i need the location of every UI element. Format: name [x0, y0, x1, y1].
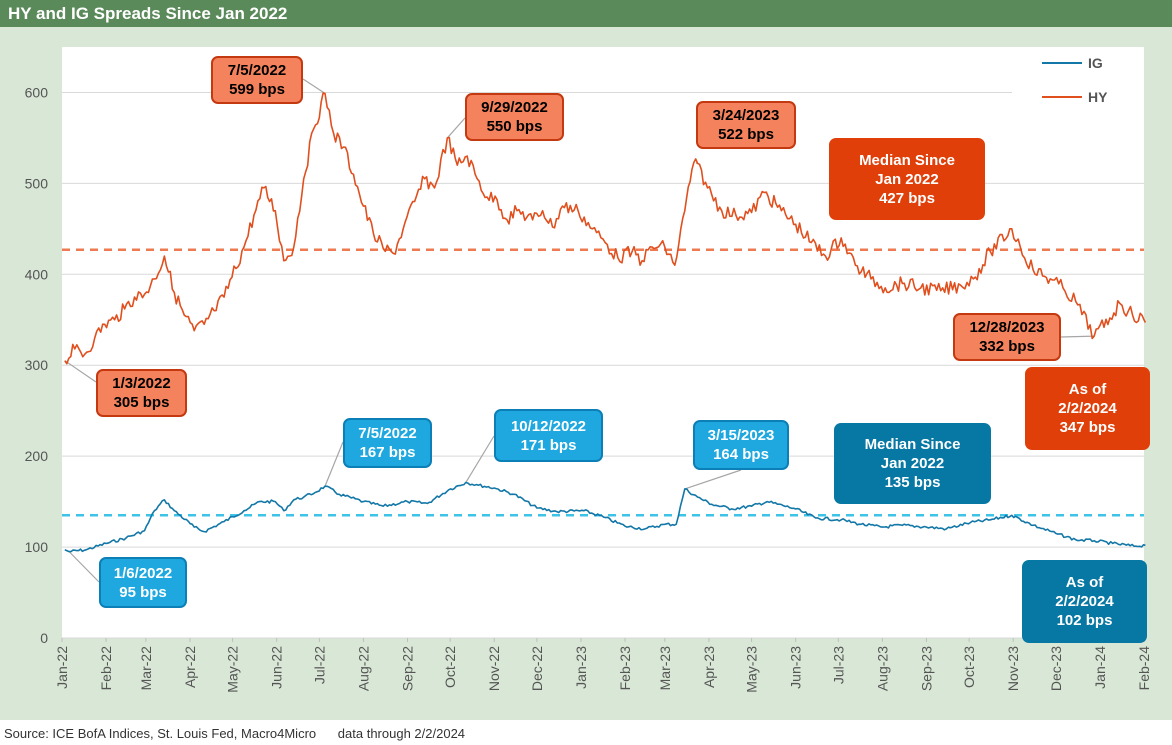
callout-hy-start: 1/3/2022 305 bps — [96, 369, 187, 417]
callout-hy-peak3-value: 522 bps — [718, 126, 774, 143]
connector-1 — [302, 78, 326, 94]
callout-hy-asof: As of 2/2/2024 347 bps — [1025, 367, 1150, 450]
x-tick-label: Apr-22 — [182, 646, 198, 688]
callout-ig-peak2-date: 10/12/2022 — [510, 417, 587, 435]
callout-hy-peak2-value: 550 bps — [486, 118, 543, 135]
x-tick-label: Aug-22 — [355, 646, 371, 691]
x-tick-label: Jul-23 — [830, 646, 846, 684]
callout-hy-peak1: 7/5/2022 599 bps — [211, 56, 303, 104]
callout-hy-start-value: 305 bps — [113, 394, 170, 411]
y-tick-label: 200 — [25, 448, 49, 464]
callout-ig-median-value: 135 bps — [884, 474, 941, 491]
x-tick-label: Feb-22 — [98, 646, 114, 691]
y-tick-label: 100 — [25, 539, 49, 555]
median-lines — [62, 248, 1144, 517]
x-tick-label: May-22 — [225, 646, 241, 693]
callout-ig-start: 1/6/2022 95 bps — [99, 557, 187, 608]
x-tick-label: Oct-22 — [442, 646, 458, 688]
x-tick-label: Oct-23 — [961, 646, 977, 688]
callout-ig-asof-date: 2/2/2024 — [1055, 593, 1114, 610]
source-note: Source: ICE BofA Indices, St. Louis Fed,… — [4, 726, 466, 741]
series-line-ig — [64, 481, 1146, 553]
callout-ig-asof: As of 2/2/2024 102 bps — [1022, 560, 1147, 643]
x-tick-label: Dec-22 — [529, 646, 545, 691]
callout-ig-median-line2: Jan 2022 — [880, 455, 945, 472]
x-tick-label: Jan-23 — [573, 646, 589, 689]
x-tick-label: Nov-22 — [486, 646, 502, 691]
y-tick-label: 300 — [25, 357, 49, 373]
y-tick-label: 600 — [25, 84, 49, 100]
legend-box — [1012, 47, 1144, 114]
callout-ig-median-line1: Median Since — [864, 436, 961, 453]
callout-hy-peak3: 3/24/2023 522 bps — [696, 101, 796, 149]
series-lines — [64, 92, 1147, 553]
x-tick-label: Sep-23 — [918, 646, 934, 691]
callout-ig-start-date: 1/6/2022 — [113, 564, 173, 582]
x-tick-label: Feb-24 — [1136, 646, 1152, 691]
x-tick-label: Dec-23 — [1048, 646, 1064, 691]
callout-hy-peak2-date: 9/29/2022 — [481, 99, 548, 116]
callout-ig-start-value: 95 bps — [119, 583, 167, 601]
callout-hy-median-line1: Median Since — [859, 151, 955, 169]
y-tick-label: 0 — [40, 630, 48, 646]
connector-7 — [465, 435, 495, 483]
callout-ig-peak3-date: 3/15/2023 — [707, 427, 775, 444]
chart-title: HY and IG Spreads Since Jan 2022 — [0, 0, 1172, 27]
y-tick-label: 400 — [25, 266, 49, 282]
x-tick-label: Apr-23 — [701, 646, 717, 688]
y-axis: 0 100 200 300 400 500 600 — [25, 84, 49, 646]
callout-hy-asof-value: 347 bps — [1059, 419, 1116, 436]
connector-0 — [64, 360, 97, 383]
callout-hy-asof-line1: As of — [1068, 381, 1107, 398]
callout-hy-peak3-date: 3/24/2023 — [712, 107, 780, 124]
x-tick-label: Jul-22 — [311, 646, 327, 684]
callout-hy-low-date: 12/28/2023 — [969, 319, 1045, 336]
connector-8 — [684, 469, 742, 490]
legend-label-ig: IG — [1088, 55, 1103, 71]
callout-ig-peak1-date: 7/5/2022 — [358, 425, 417, 442]
callout-ig-peak2: 10/12/2022 171 bps — [494, 409, 603, 462]
x-tick-label: Aug-23 — [874, 646, 890, 691]
legend: IG HY — [1012, 47, 1144, 114]
callout-connectors — [64, 78, 1095, 583]
x-axis: Jan-22 Feb-22 Mar-22 Apr-22 May-22 Jun-22 Jul-… — [54, 638, 1152, 693]
x-tick-label: May-23 — [744, 646, 760, 693]
callout-ig-peak1-value: 167 bps — [359, 444, 416, 461]
connector-6 — [324, 441, 344, 487]
x-tick-label: Mar-23 — [657, 646, 673, 691]
x-tick-label: Jun-23 — [788, 646, 804, 689]
callout-hy-asof-date: 2/2/2024 — [1058, 400, 1117, 417]
x-tick-label: Mar-22 — [138, 646, 154, 691]
x-tick-label: Jun-22 — [269, 646, 285, 689]
connector-2 — [446, 117, 466, 139]
callout-hy-low: 12/28/2023 332 bps — [953, 313, 1061, 361]
callout-hy-peak1-date: 7/5/2022 — [227, 62, 287, 79]
callout-hy-low-value: 332 bps — [979, 338, 1035, 355]
x-tick-label: Feb-23 — [617, 646, 633, 691]
callout-hy-median-value: 427 bps — [879, 189, 935, 207]
x-tick-label: Jan-22 — [54, 646, 70, 689]
y-tick-label: 500 — [25, 175, 49, 191]
connector-4 — [1060, 335, 1095, 338]
x-tick-label: Jan-24 — [1092, 646, 1108, 689]
callout-hy-median: Median Since Jan 2022 427 bps — [829, 138, 985, 220]
legend-label-hy: HY — [1088, 89, 1108, 105]
callout-hy-peak2: 9/29/2022 550 bps — [465, 93, 564, 141]
connector-5 — [68, 551, 100, 583]
callout-ig-peak2-value: 171 bps — [520, 436, 577, 454]
callout-ig-peak3: 3/15/2023 164 bps — [693, 420, 789, 470]
series-line-hy — [64, 92, 1147, 365]
x-tick-label: Nov-23 — [1005, 646, 1021, 691]
x-tick-label: Sep-22 — [400, 646, 416, 691]
callout-ig-peak3-value: 164 bps — [713, 446, 769, 463]
callout-ig-asof-line1: As of — [1065, 574, 1104, 591]
callout-hy-median-line2: Jan 2022 — [875, 170, 939, 188]
callout-hy-start-date: 1/3/2022 — [112, 375, 171, 392]
callout-ig-asof-value: 102 bps — [1056, 612, 1113, 629]
callout-ig-peak1: 7/5/2022 167 bps — [343, 418, 432, 468]
callout-ig-median: Median Since Jan 2022 135 bps — [834, 423, 991, 504]
callout-hy-peak1-value: 599 bps — [229, 81, 285, 98]
